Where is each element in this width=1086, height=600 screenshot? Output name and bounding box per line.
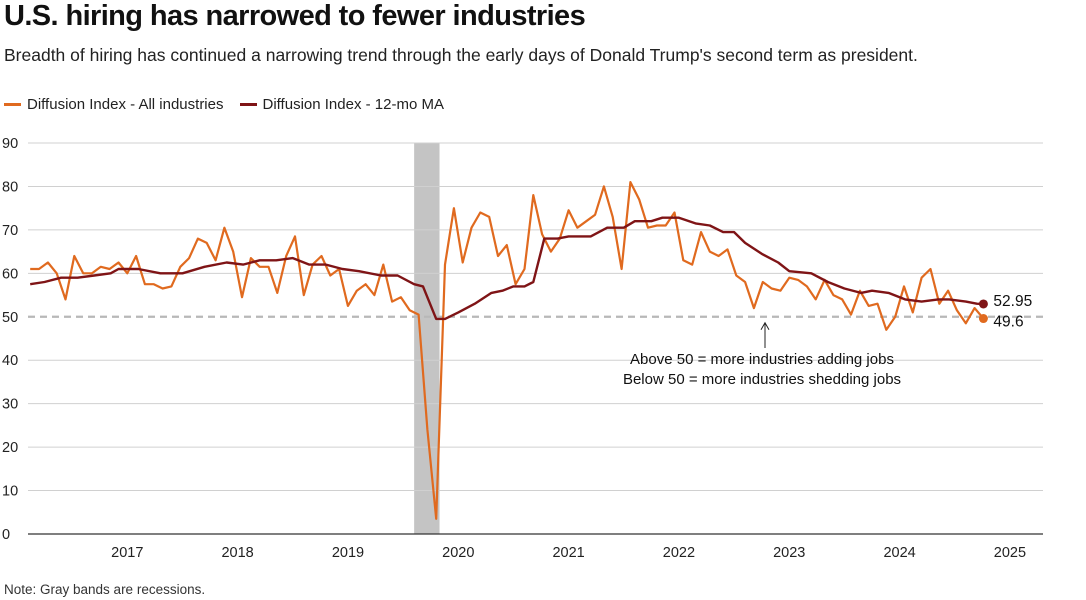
- y-tick-label-0: 0: [2, 527, 10, 543]
- legend-label-all-industries: Diffusion Index - All industries: [27, 96, 224, 113]
- y-tick-label-50: 50: [2, 310, 18, 326]
- end-point-12mo-ma: [978, 299, 988, 309]
- end-label-12mo-ma: 52.95: [993, 293, 1032, 310]
- annotation-line-2: Below 50 = more industries shedding jobs: [623, 371, 901, 388]
- x-tick-label-2022: 2022: [663, 545, 695, 561]
- legend-swatch-12mo-ma: [239, 103, 257, 106]
- end-point-all-industries: [978, 314, 988, 324]
- x-tick-label-2021: 2021: [552, 545, 584, 561]
- legend-label-12mo-ma: Diffusion Index - 12-mo MA: [262, 96, 444, 113]
- y-tick-label-90: 90: [2, 136, 18, 152]
- x-tick-label-2023: 2023: [773, 545, 805, 561]
- x-tick-label-2020: 2020: [442, 545, 474, 561]
- legend-item-12mo-ma: Diffusion Index - 12-mo MA: [239, 96, 444, 113]
- y-tick-label-60: 60: [2, 266, 18, 282]
- recession-band: [414, 143, 440, 534]
- x-tick-label-2024: 2024: [883, 545, 915, 561]
- y-tick-label-30: 30: [2, 397, 18, 413]
- legend: Diffusion Index - All industries Diffusi…: [4, 96, 460, 113]
- x-tick-label-2019: 2019: [332, 545, 364, 561]
- end-label-all-industries: 49.6: [993, 314, 1023, 331]
- chart-title: U.S. hiring has narrowed to fewer indust…: [4, 0, 586, 32]
- y-tick-label-10: 10: [2, 484, 18, 500]
- chart-note: Note: Gray bands are recessions.: [4, 582, 206, 597]
- x-tick-label-2017: 2017: [111, 545, 143, 561]
- annotation-line-1: Above 50 = more industries adding jobs: [630, 351, 894, 368]
- y-tick-label-40: 40: [2, 353, 18, 369]
- y-tick-label-20: 20: [2, 440, 18, 456]
- series-line-12mo-ma: [30, 216, 984, 321]
- chart-subtitle: Breadth of hiring has continued a narrow…: [4, 45, 918, 65]
- x-tick-label-2025: 2025: [994, 545, 1026, 561]
- legend-item-all-industries: Diffusion Index - All industries: [4, 96, 224, 113]
- y-tick-label-80: 80: [2, 179, 18, 195]
- legend-swatch-all-industries: [4, 103, 21, 106]
- x-tick-label-2018: 2018: [221, 545, 253, 561]
- y-tick-label-70: 70: [2, 223, 18, 239]
- annotation-arrowhead: [760, 321, 770, 331]
